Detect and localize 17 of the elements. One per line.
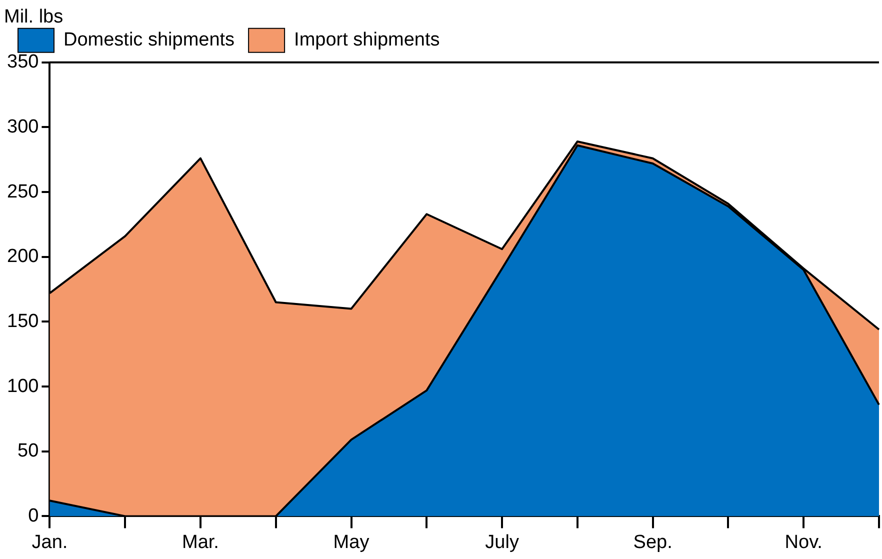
y-tick-label: 150 — [7, 310, 39, 332]
x-tick-label: Nov. — [784, 532, 822, 553]
y-tick-label: 0 — [28, 505, 39, 526]
x-tick-label: Mar. — [182, 532, 219, 553]
legend-label: Import shipments — [294, 30, 440, 51]
legend-label: Domestic shipments — [64, 30, 235, 51]
x-tick-label: May — [333, 532, 370, 553]
y-tick-label: 50 — [18, 440, 39, 462]
x-tick-label: Jan. — [32, 532, 68, 553]
y-tick-label: 250 — [7, 181, 39, 202]
y-tick-label: 300 — [7, 116, 39, 138]
x-tick-label: July — [485, 532, 520, 553]
y-tick-label: 200 — [7, 246, 39, 268]
y-tick-label: 350 — [7, 52, 39, 73]
y-axis-title: Mil. lbs — [4, 6, 64, 28]
y-tick-label: 100 — [7, 376, 39, 397]
x-tick-label: Sep. — [633, 532, 672, 553]
